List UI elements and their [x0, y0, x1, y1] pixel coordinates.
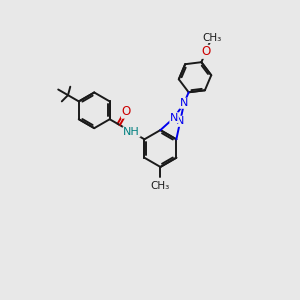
Text: N: N: [180, 98, 188, 108]
Text: CH₃: CH₃: [151, 181, 170, 191]
Text: N: N: [176, 116, 184, 126]
Text: NH: NH: [123, 127, 140, 137]
Text: O: O: [201, 45, 210, 58]
Text: O: O: [122, 105, 131, 118]
Text: CH₃: CH₃: [202, 33, 221, 43]
Text: N: N: [170, 113, 178, 123]
